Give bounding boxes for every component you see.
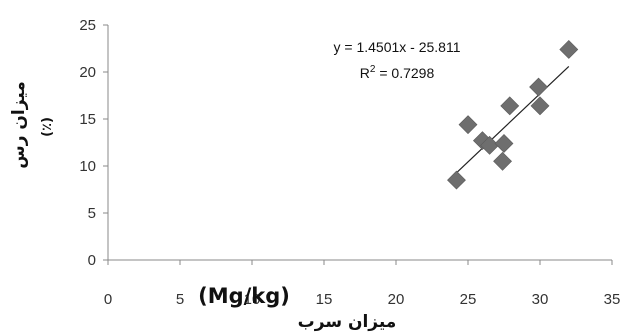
x-tick-label: 10 [244,291,261,308]
x-tick-label: 30 [532,291,549,308]
data-point [559,40,579,59]
data-point [494,134,514,153]
data-points [447,40,579,190]
x-axis-unit: (Mg/kg) [198,284,290,308]
y-tick-label: 0 [88,252,96,269]
data-point [530,96,550,116]
x-tick-label: 20 [388,291,405,308]
trendline [456,65,570,174]
y-axis-unit: (٪) [40,117,55,137]
x-tick-label: 5 [176,291,184,308]
trendline-equation: y = 1.4501x - 25.811 [334,39,461,55]
data-point [480,135,500,155]
data-point [493,151,512,171]
y-tick-label: 5 [88,205,96,222]
y-tick-label: 15 [79,111,96,128]
x-tick-label: 15 [316,291,333,308]
axes [103,24,613,265]
x-tick-labels: 0 5 10 15 20 25 30 35 [104,291,621,308]
x-axis-title: میزان سرب [298,312,397,332]
x-tick-label: 25 [460,291,477,308]
r-squared-label: R2 = 0.7298 [360,64,435,81]
x-tick-label: 0 [104,291,112,308]
trendline-group [456,65,570,174]
x-tick-label: 35 [604,291,621,308]
y-axis-title: میزان رس [9,81,29,169]
y-tick-label: 10 [79,158,96,175]
y-tick-label: 25 [79,17,96,34]
y-tick-label: 20 [79,64,96,81]
data-point [458,115,478,135]
y-tick-labels: 0 5 10 15 20 25 [79,17,96,269]
data-point [529,77,548,97]
data-point [447,170,466,190]
data-point [500,96,520,116]
